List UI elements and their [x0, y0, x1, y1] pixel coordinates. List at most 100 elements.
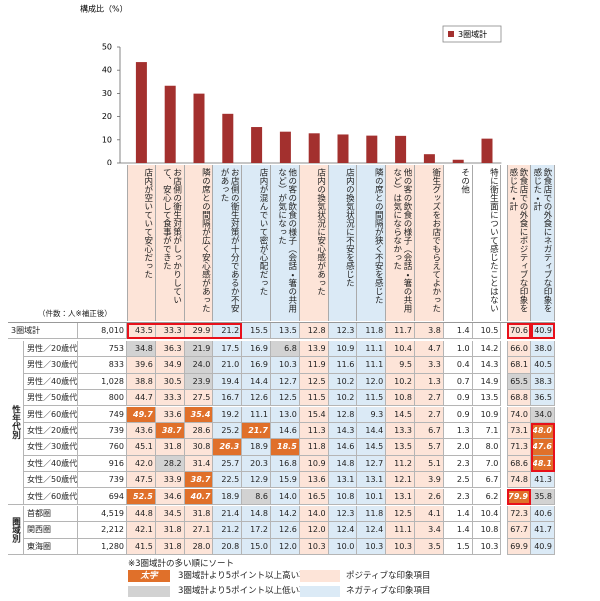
row-label: 女性／40歳代: [24, 455, 78, 473]
bar: [251, 127, 263, 163]
value-cell: 13.0: [271, 406, 300, 423]
column-header: 飲食店での外食にネガティブな印象を感じた・計: [531, 165, 555, 321]
value-cell: 13.5: [271, 322, 300, 339]
value-cell: 3.5: [415, 538, 444, 556]
value-cell: 12.9: [242, 472, 271, 489]
value-cell: 21.0: [213, 357, 243, 374]
value-cell: 15.0: [242, 538, 271, 556]
value-cell: 14.2: [271, 505, 300, 523]
value-cell: 17.2: [242, 522, 271, 539]
value-cell: 0.9: [443, 390, 473, 407]
row-label: 男性／60歳代: [24, 406, 78, 423]
value-cell: 12.0: [271, 538, 300, 556]
value-cell: 12.0: [299, 522, 329, 539]
value-cell: 45.1: [127, 439, 156, 456]
count-cell: 694: [78, 488, 127, 505]
row-label: 女性／20歳代: [24, 422, 78, 440]
value-cell: 10.0: [328, 538, 358, 556]
value-cell: 34.5: [155, 505, 185, 523]
value-cell: 12.7: [271, 373, 300, 391]
value-cell: 13.1: [328, 472, 358, 489]
column-header: お店側の衛生対策が十分であるか不安があった: [213, 165, 243, 321]
y-tick-label: 40: [102, 66, 112, 75]
count-cell: 753: [78, 340, 127, 358]
y-tick-label: 0: [107, 159, 112, 166]
value-cell: 34.8: [127, 340, 156, 358]
value-cell: 8.6: [242, 488, 271, 505]
value-cell: 24.0: [184, 357, 214, 374]
value-cell: 44.7: [127, 390, 156, 407]
low-label: 3圏域計より5ポイント以上低い項目: [178, 586, 317, 596]
value-cell: 22.5: [213, 472, 243, 489]
value-cell: 10.8: [328, 488, 358, 505]
value-cell: 42.1: [127, 522, 156, 539]
value-cell: 65.5: [507, 373, 531, 391]
column-header: 飲食店での外食にポジティブな印象を感じた・計: [507, 165, 531, 321]
value-cell: 12.6: [242, 390, 271, 407]
value-cell: 0.4: [443, 357, 473, 374]
data-table: 店内が空いていて安心だった お店側の衛生対策がしっかりしていて、安心して食事ができ…: [8, 165, 555, 556]
value-cell: 2.3: [443, 488, 473, 505]
value-cell: 2.0: [443, 439, 473, 456]
value-cell: 5.7: [415, 439, 444, 456]
row-label: 女性／60歳代: [24, 488, 78, 505]
emphasis-box: [127, 322, 243, 339]
value-cell: 47.5: [127, 472, 156, 489]
value-cell: 74.0: [507, 406, 531, 423]
value-cell: 10.3: [472, 538, 502, 556]
bar: [193, 93, 205, 163]
value-cell: 2.7: [415, 390, 444, 407]
value-cell: 11.1: [242, 406, 271, 423]
value-cell: 14.8: [328, 455, 358, 473]
value-cell: 12.5: [271, 390, 300, 407]
value-cell: 12.5: [299, 373, 329, 391]
value-cell: 14.4: [357, 422, 387, 440]
count-cell: 739: [78, 422, 127, 440]
value-cell: 1.4: [443, 522, 473, 539]
emphasis-box: [531, 422, 555, 473]
value-cell: 33.6: [155, 406, 185, 423]
value-cell: 72.3: [507, 505, 531, 523]
value-cell: 33.9: [155, 472, 185, 489]
high-sample: 太字: [128, 570, 170, 582]
value-cell: 10.9: [299, 455, 329, 473]
value-cell: 0.9: [443, 406, 473, 423]
count-cell: 739: [78, 472, 127, 489]
bar: [308, 133, 320, 163]
value-cell: 14.0: [299, 505, 329, 523]
value-cell: 10.9: [328, 340, 358, 358]
value-cell: 17.5: [213, 340, 243, 358]
value-cell: 21.9: [184, 340, 214, 358]
count-cell: 800: [78, 390, 127, 407]
row-label: 女性／30歳代: [24, 439, 78, 456]
value-cell: 3.8: [415, 322, 444, 339]
value-cell: 39.6: [127, 357, 156, 374]
value-cell: 28.0: [184, 538, 214, 556]
bar: [279, 131, 291, 163]
value-cell: 14.5: [386, 406, 415, 423]
value-cell: 10.3: [386, 538, 415, 556]
value-cell: 12.4: [328, 522, 358, 539]
value-cell: 6.8: [271, 340, 300, 358]
value-cell: 11.1: [357, 340, 387, 358]
value-cell: 13.1: [357, 472, 387, 489]
value-cell: 14.3: [472, 357, 502, 374]
value-cell: 1.3: [443, 422, 473, 440]
positive-label: ポジティブな印象項目: [346, 571, 431, 581]
value-cell: 16.5: [299, 488, 329, 505]
count-cell: 2,212: [78, 522, 127, 539]
value-cell: 3.4: [415, 522, 444, 539]
y-tick-label: 20: [102, 112, 112, 121]
sort-note: ※3圏域計の多い順にソート: [128, 559, 235, 569]
value-cell: 11.1: [386, 522, 415, 539]
value-cell: 16.7: [213, 390, 243, 407]
count-cell: 8,010: [78, 322, 127, 339]
column-header: 店内の換気状況に安心感があった: [299, 165, 329, 321]
value-cell: 15.9: [271, 472, 300, 489]
value-cell: 12.5: [386, 505, 415, 523]
value-cell: 19.2: [213, 406, 243, 423]
value-cell: 11.9: [299, 357, 329, 374]
column-header: 衛生グッズをお店でもらえてよかった: [415, 165, 444, 321]
value-cell: 12.0: [357, 373, 387, 391]
value-cell: 12.4: [357, 522, 387, 539]
